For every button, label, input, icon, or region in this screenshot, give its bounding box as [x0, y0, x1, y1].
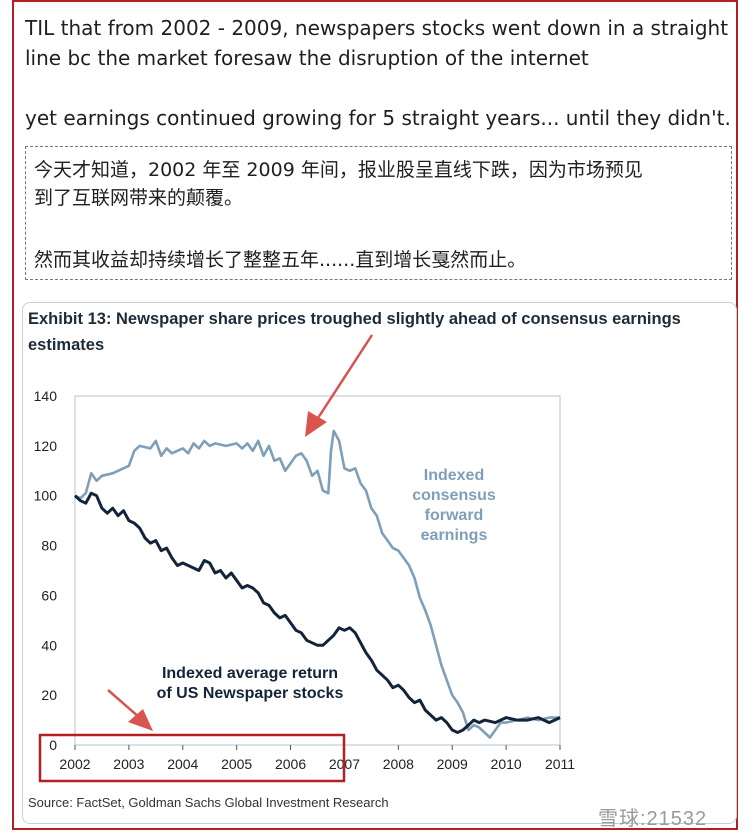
translation-box: 今天才知道，2002 年至 2009 年间，报业股呈直线下跌，因为市场预见 到了…	[25, 146, 732, 280]
y-tick-label: 80	[41, 538, 57, 554]
red-arrow-bottom-shaft	[107, 689, 141, 719]
y-tick-label: 40	[41, 637, 57, 653]
tweet-line-1: TIL that from 2002 - 2009, newspapers st…	[25, 16, 729, 40]
watermark: 雪球:21532	[598, 808, 708, 830]
chart-source: Source: FactSet, Goldman Sachs Global In…	[28, 795, 389, 810]
y-tick-label: 120	[34, 438, 58, 454]
x-tick-label: 2004	[167, 756, 198, 772]
x-tick-label: 2009	[437, 756, 468, 772]
red-arrow-top-head	[305, 411, 327, 437]
earnings-series-label: Indexed	[424, 467, 484, 484]
stock-series-label: Indexed average return	[162, 665, 338, 682]
earnings-series-label: consensus	[412, 487, 496, 504]
x-tick-label: 2005	[221, 756, 252, 772]
tweet-line-2: line bc the market foresaw the disruptio…	[25, 46, 589, 70]
red-arrow-bottom-head	[128, 709, 153, 731]
series-line-indexed-average-return-of-us-newspaper-stocks	[73, 491, 561, 734]
x-tick-label: 2003	[113, 756, 144, 772]
y-tick-label: 0	[49, 737, 57, 753]
red-outline-frame	[12, 0, 738, 830]
x-tick-label: 2002	[59, 756, 90, 772]
x-tick-label: 2011	[545, 756, 575, 772]
red-arrow-top-shaft	[316, 334, 374, 419]
plot-area	[74, 395, 561, 746]
tweet-line-3: yet earnings continued growing for 5 str…	[25, 106, 731, 130]
y-tick-label: 100	[34, 488, 58, 504]
translation-line-3: 然而其收益却持续增长了整整五年......直到增长戛然而止。	[34, 249, 527, 271]
x-tick-label: 2006	[275, 756, 306, 772]
exhibit-card	[22, 302, 737, 824]
earnings-series-label: forward	[425, 507, 484, 524]
exhibit-title-line-2: estimates	[28, 336, 105, 354]
earnings-series-label: earnings	[421, 527, 488, 544]
series-line-indexed-consensus-forward-earnings	[74, 429, 560, 739]
exhibit-title-line-1: Exhibit 13: Newspaper share prices troug…	[28, 310, 681, 328]
translation-line-2: 到了互联网带来的颠覆。	[34, 187, 244, 209]
translation-line-1: 今天才知道，2002 年至 2009 年间，报业股呈直线下跌，因为市场预见	[34, 159, 643, 181]
y-tick-label: 20	[41, 687, 57, 703]
y-tick-label: 60	[41, 587, 57, 603]
x-tick-label: 2010	[491, 756, 522, 772]
x-tick-label: 2008	[383, 756, 414, 772]
stock-series-label: of US Newspaper stocks	[157, 685, 344, 702]
y-tick-label: 140	[34, 388, 58, 404]
x-axis-highlight-box	[38, 733, 346, 783]
